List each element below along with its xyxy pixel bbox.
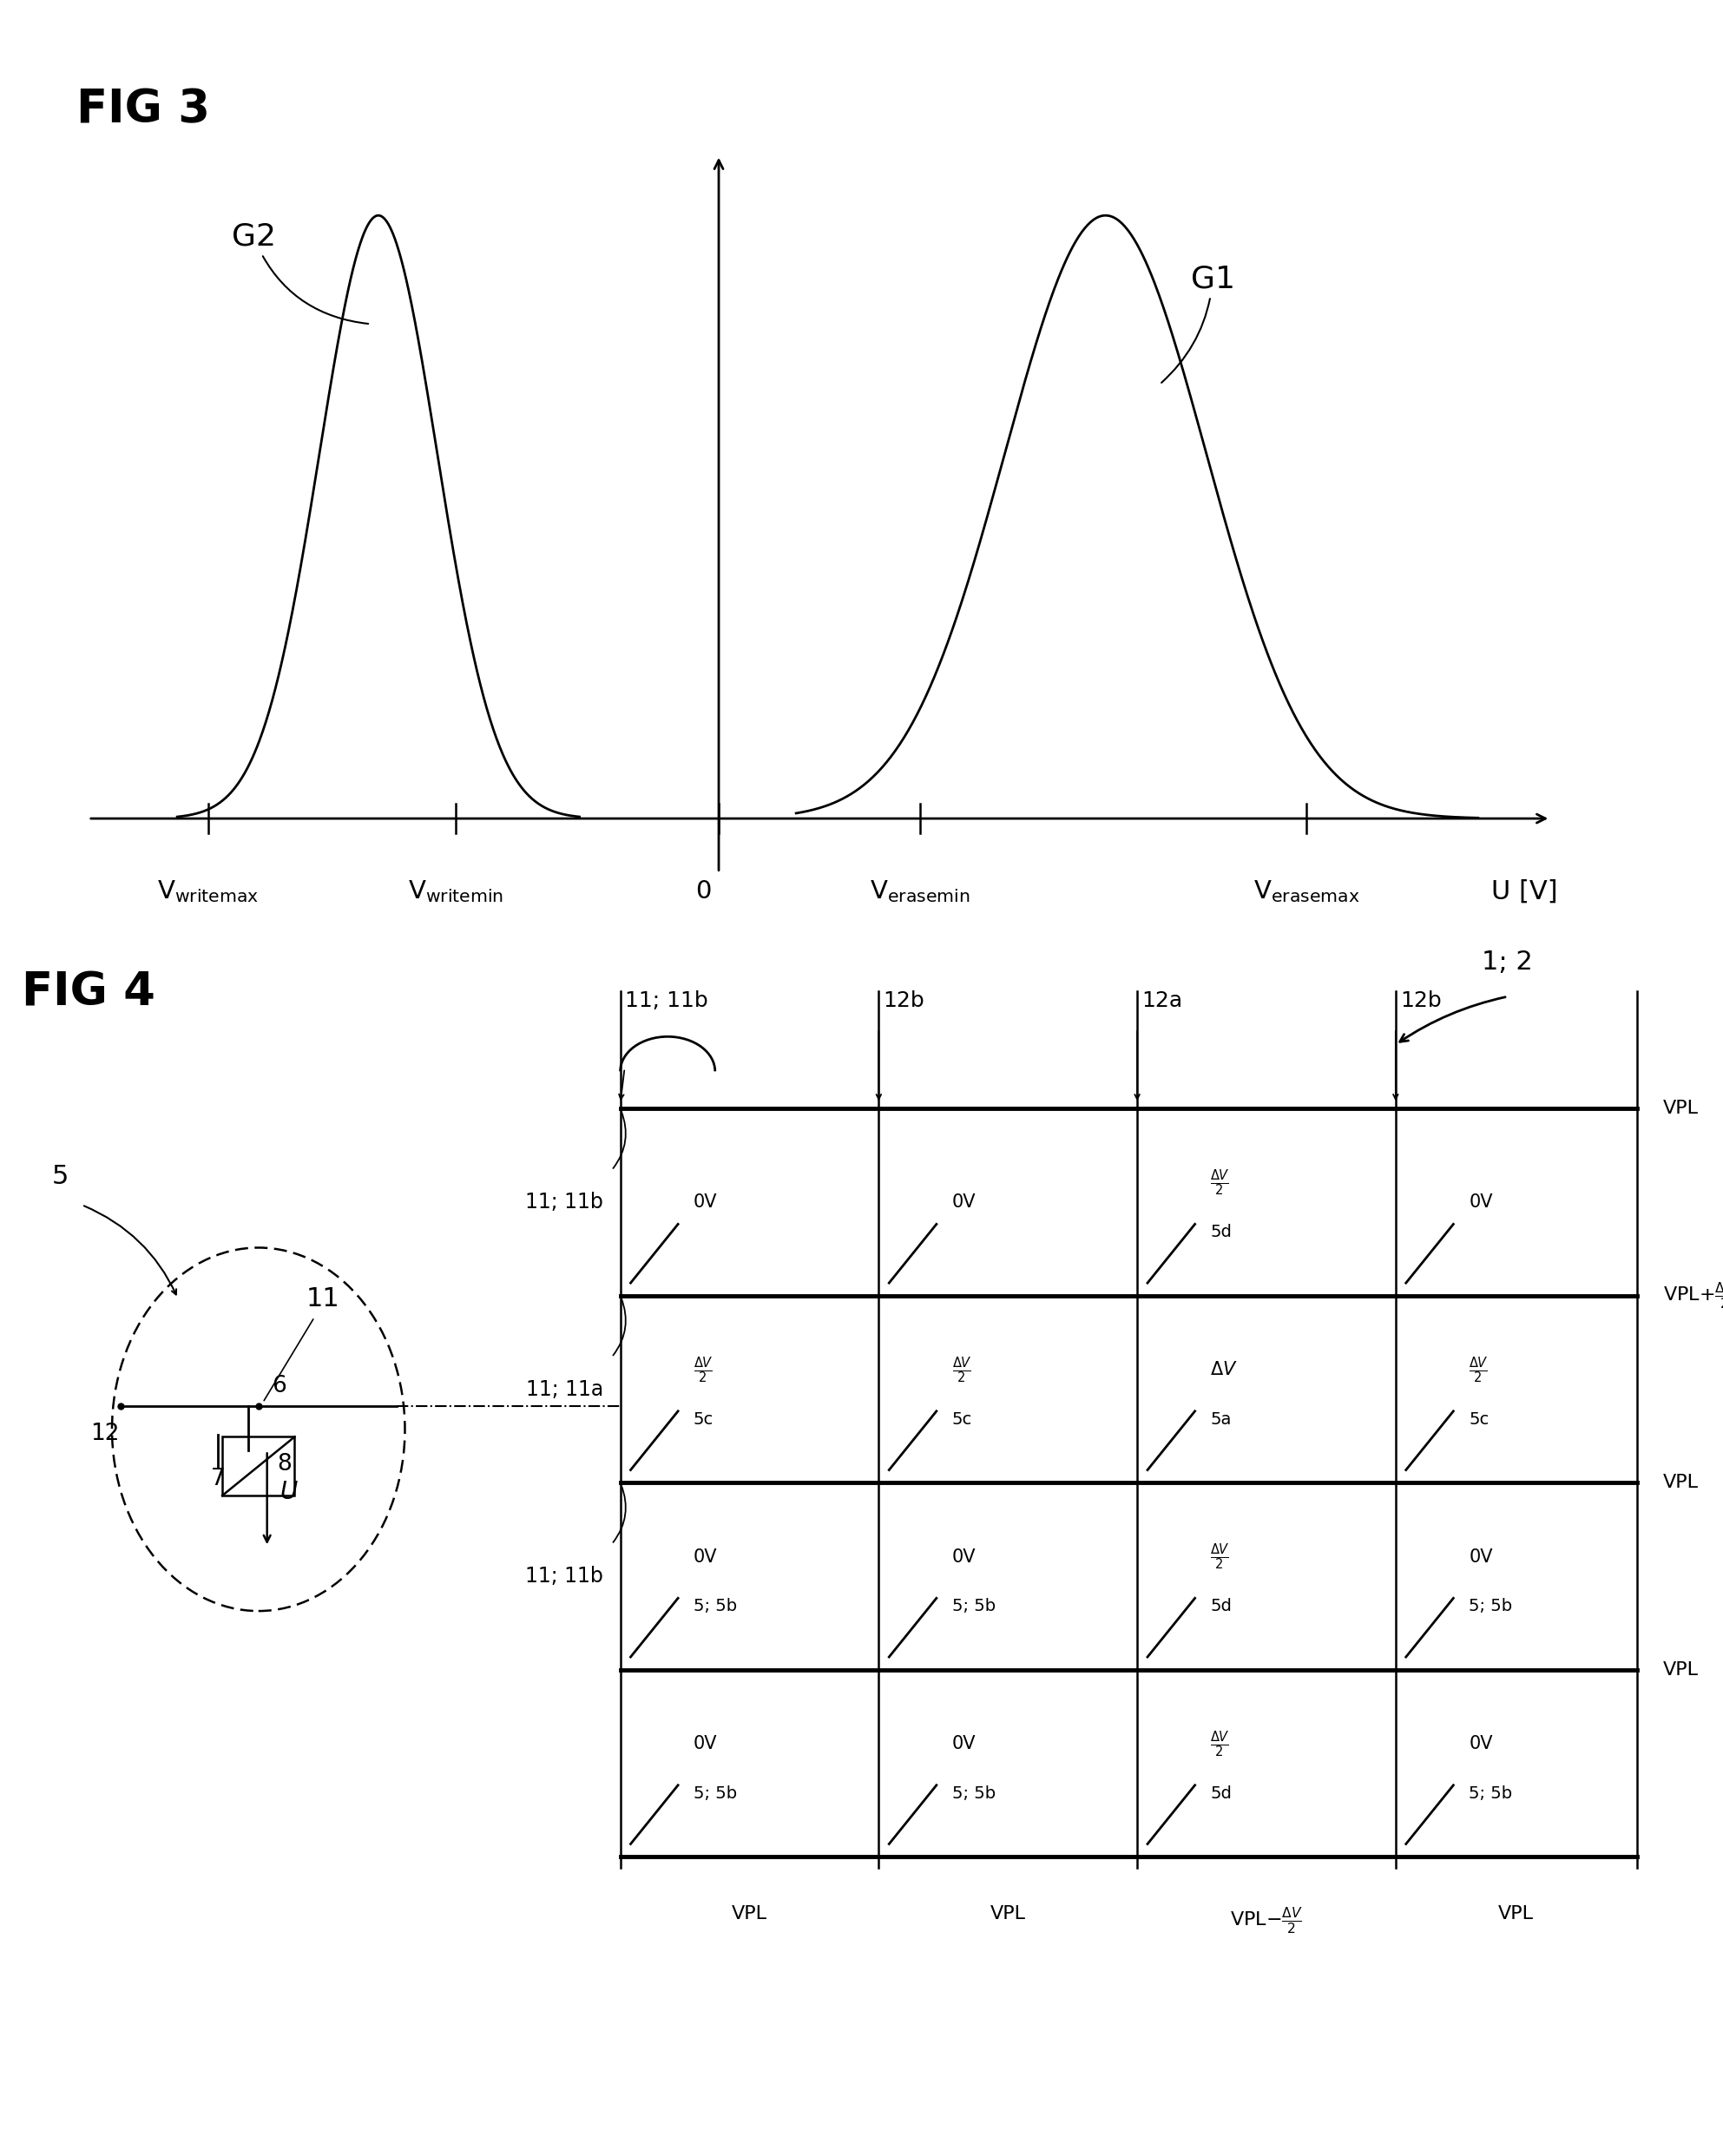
Text: 5; 5b: 5; 5b xyxy=(1470,1785,1513,1802)
Text: 0V: 0V xyxy=(1470,1548,1492,1565)
Text: 5: 5 xyxy=(52,1164,69,1188)
Text: FIG 4: FIG 4 xyxy=(21,970,155,1015)
Text: 11; 11b: 11; 11b xyxy=(526,1192,603,1212)
Text: VPL+$\frac{\Delta V}{2}$: VPL+$\frac{\Delta V}{2}$ xyxy=(1663,1281,1723,1311)
Text: $\Delta V$: $\Delta V$ xyxy=(1210,1360,1239,1378)
Text: 0V: 0V xyxy=(694,1194,717,1212)
Text: G1: G1 xyxy=(1161,265,1235,384)
Text: 12a: 12a xyxy=(1142,992,1182,1011)
Text: 5c: 5c xyxy=(694,1410,713,1427)
Text: VPL: VPL xyxy=(1663,1660,1699,1680)
Text: $\frac{\Delta V}{2}$: $\frac{\Delta V}{2}$ xyxy=(951,1356,972,1384)
Text: $\frac{\Delta V}{2}$: $\frac{\Delta V}{2}$ xyxy=(1210,1542,1230,1572)
Text: VPL: VPL xyxy=(1663,1475,1699,1492)
Text: 0V: 0V xyxy=(694,1548,717,1565)
Text: 0V: 0V xyxy=(694,1736,717,1753)
Text: 5c: 5c xyxy=(1470,1410,1489,1427)
Text: 0V: 0V xyxy=(1470,1736,1492,1753)
Text: $\frac{\Delta V}{2}$: $\frac{\Delta V}{2}$ xyxy=(1210,1729,1230,1759)
Text: 11; 11b: 11; 11b xyxy=(526,1565,603,1587)
Text: V$_{\mathregular{writemin}}$: V$_{\mathregular{writemin}}$ xyxy=(408,880,503,906)
Text: 5; 5b: 5; 5b xyxy=(694,1785,737,1802)
Text: 11; 11a: 11; 11a xyxy=(526,1380,603,1399)
Text: 5d: 5d xyxy=(1210,1225,1232,1240)
Text: $\frac{\Delta V}{2}$: $\frac{\Delta V}{2}$ xyxy=(1210,1169,1230,1199)
Text: 7: 7 xyxy=(212,1468,226,1490)
Text: VPL: VPL xyxy=(1663,1100,1699,1117)
Text: 5; 5b: 5; 5b xyxy=(1470,1598,1513,1615)
Text: 5a: 5a xyxy=(1210,1410,1232,1427)
Text: 5d: 5d xyxy=(1210,1785,1232,1802)
Text: VPL: VPL xyxy=(991,1906,1025,1923)
Text: U: U xyxy=(281,1479,298,1505)
Text: VPL: VPL xyxy=(1499,1906,1533,1923)
Text: $\frac{\Delta V}{2}$: $\frac{\Delta V}{2}$ xyxy=(1470,1356,1489,1384)
Text: 5; 5b: 5; 5b xyxy=(951,1598,996,1615)
Text: G2: G2 xyxy=(231,222,369,323)
Text: VPL: VPL xyxy=(732,1906,767,1923)
Text: 5; 5b: 5; 5b xyxy=(951,1785,996,1802)
Text: 5d: 5d xyxy=(1210,1598,1232,1615)
Text: 0V: 0V xyxy=(951,1736,975,1753)
Text: 8: 8 xyxy=(277,1453,291,1475)
Text: FIG 3: FIG 3 xyxy=(76,86,210,132)
Text: 11: 11 xyxy=(307,1287,339,1311)
Text: 5c: 5c xyxy=(951,1410,972,1427)
Text: 5; 5b: 5; 5b xyxy=(694,1598,737,1615)
Text: 6: 6 xyxy=(272,1376,286,1397)
Text: 0V: 0V xyxy=(951,1194,975,1212)
Bar xyxy=(222,1436,295,1496)
Text: 0: 0 xyxy=(694,880,712,903)
Text: 11; 11b: 11; 11b xyxy=(625,992,708,1011)
Text: V$_{\mathregular{erasemin}}$: V$_{\mathregular{erasemin}}$ xyxy=(870,880,970,906)
Text: V$_{\mathregular{erasemax}}$: V$_{\mathregular{erasemax}}$ xyxy=(1254,880,1359,906)
Text: $\frac{\Delta V}{2}$: $\frac{\Delta V}{2}$ xyxy=(694,1356,713,1384)
Text: V$_{\mathregular{writemax}}$: V$_{\mathregular{writemax}}$ xyxy=(157,880,258,906)
Text: 0V: 0V xyxy=(1470,1194,1492,1212)
Text: U [V]: U [V] xyxy=(1490,880,1558,903)
Text: 12b: 12b xyxy=(1401,992,1442,1011)
Text: 12: 12 xyxy=(91,1423,119,1445)
Text: 0V: 0V xyxy=(951,1548,975,1565)
Text: 12b: 12b xyxy=(884,992,925,1011)
Text: VPL$-\frac{\Delta V}{2}$: VPL$-\frac{\Delta V}{2}$ xyxy=(1230,1906,1303,1936)
Text: 1; 2: 1; 2 xyxy=(1482,951,1533,975)
